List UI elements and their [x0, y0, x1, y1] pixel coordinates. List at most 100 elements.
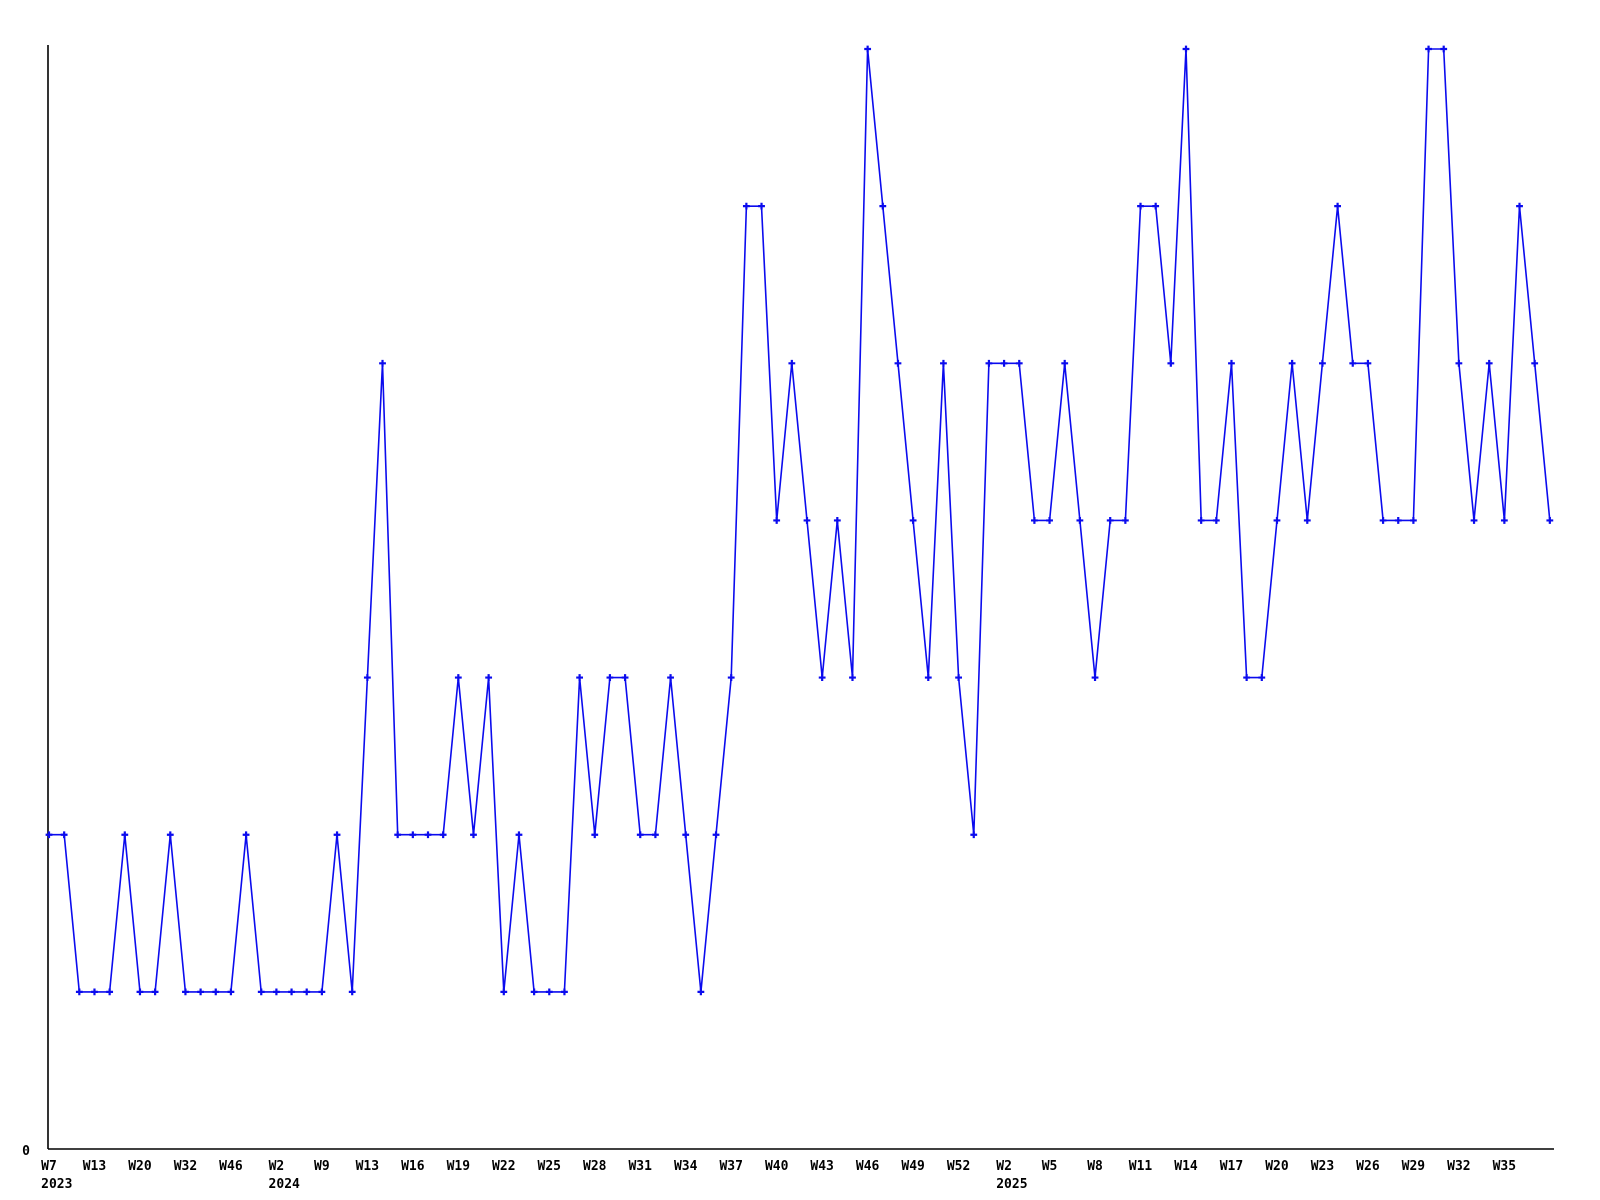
x-tick-week-label: W23 [1311, 1159, 1334, 1174]
data-point-marker [363, 674, 371, 681]
data-point-marker [1212, 517, 1220, 524]
data-point-marker [1258, 674, 1266, 681]
x-tick-week-label: W46 [856, 1159, 880, 1174]
data-point-marker [803, 517, 811, 524]
data-point-marker [667, 674, 674, 681]
data-point-marker [879, 202, 887, 210]
data-point-marker [1061, 359, 1069, 367]
data-point-marker [121, 831, 129, 839]
data-point-marker [1273, 517, 1281, 524]
data-point-marker [439, 831, 447, 839]
data-point-marker [151, 988, 159, 996]
x-tick-year-label: 2024 [269, 1177, 300, 1192]
data-point-marker [1031, 517, 1038, 524]
data-point-marker [136, 988, 144, 996]
data-point-marker [1470, 517, 1478, 524]
data-point-marker [166, 831, 174, 839]
data-point-marker [1288, 359, 1296, 367]
data-point-marker [1000, 359, 1008, 367]
data-point-marker [1137, 202, 1144, 210]
data-point-marker [773, 517, 781, 524]
data-point-marker [1243, 674, 1251, 681]
x-tick-week-label: W43 [810, 1159, 833, 1174]
data-point-marker [1455, 359, 1463, 367]
data-point-marker [1046, 517, 1053, 524]
x-tick-week-label: W13 [83, 1159, 106, 1174]
data-point-marker [1167, 359, 1175, 367]
x-tick-week-label: W16 [401, 1159, 425, 1174]
x-tick-week-label: W52 [947, 1159, 970, 1174]
data-point-marker [500, 988, 508, 996]
data-point-marker [712, 831, 720, 839]
x-tick-week-label: W7 [41, 1159, 57, 1174]
data-point-marker [849, 674, 856, 681]
data-point-marker [1379, 517, 1387, 524]
data-point-marker [424, 831, 432, 839]
data-point-marker [75, 988, 83, 996]
data-point-marker [545, 988, 553, 996]
data-point-marker [1076, 517, 1084, 524]
data-point-marker [485, 674, 493, 681]
x-tick-week-label: W49 [901, 1159, 924, 1174]
x-tick-week-label: W25 [538, 1159, 561, 1174]
data-point-marker [303, 988, 311, 996]
x-tick-week-label: W9 [314, 1159, 330, 1174]
data-point-marker [652, 831, 659, 839]
data-point-marker [106, 988, 114, 996]
data-point-marker [379, 359, 386, 367]
data-point-marker [985, 359, 993, 367]
data-point-marker [788, 359, 796, 367]
data-point-marker [606, 674, 614, 681]
data-point-marker [182, 988, 189, 996]
data-point-marker [333, 831, 341, 839]
x-tick-week-label: W8 [1087, 1159, 1103, 1174]
x-tick-week-label: W35 [1493, 1159, 1516, 1174]
data-point-marker [818, 674, 826, 681]
x-tick-week-label: W20 [1265, 1159, 1289, 1174]
data-point-marker [257, 988, 265, 996]
x-tick-week-label: W29 [1402, 1159, 1425, 1174]
data-point-marker [1440, 45, 1448, 53]
data-point-marker [621, 674, 629, 681]
data-point-marker [348, 988, 356, 996]
data-point-marker [682, 831, 690, 839]
data-point-marker [1319, 359, 1326, 367]
data-point-marker [470, 831, 477, 839]
data-point-marker [273, 988, 280, 996]
data-point-marker [530, 988, 538, 996]
data-point-marker [318, 988, 326, 996]
x-tick-week-label: W2 [269, 1159, 285, 1174]
data-point-marker [727, 674, 735, 681]
data-point-marker [742, 202, 750, 210]
x-tick-week-label: W11 [1129, 1159, 1153, 1174]
data-point-marker [515, 831, 523, 839]
data-point-marker [924, 674, 932, 681]
data-point-marker [454, 674, 462, 681]
data-point-marker [1106, 517, 1114, 524]
x-tick-week-label: W19 [447, 1159, 470, 1174]
data-point-marker [561, 988, 568, 996]
data-point-marker [591, 831, 599, 839]
data-point-marker [1091, 674, 1099, 681]
data-point-marker [864, 45, 872, 53]
data-point-marker [1364, 359, 1372, 367]
data-point-marker [1394, 517, 1402, 524]
data-series-polyline [49, 48, 1551, 993]
data-point-marker [1182, 45, 1190, 53]
data-point-marker [91, 988, 98, 996]
data-point-marker [60, 831, 68, 839]
x-tick-year-label: 2025 [996, 1177, 1027, 1192]
data-point-marker [288, 988, 295, 996]
x-tick-week-label: W17 [1220, 1159, 1243, 1174]
x-tick-week-label: W32 [174, 1159, 197, 1174]
x-tick-week-label: W46 [219, 1159, 243, 1174]
x-tick-week-label: W14 [1174, 1159, 1198, 1174]
data-point-marker [1485, 359, 1493, 367]
data-point-marker [1546, 517, 1554, 524]
x-tick-week-label: W13 [356, 1159, 379, 1174]
x-tick-week-label: W32 [1447, 1159, 1470, 1174]
data-point-marker [1334, 202, 1341, 210]
x-tick-week-label: W2 [996, 1159, 1012, 1174]
